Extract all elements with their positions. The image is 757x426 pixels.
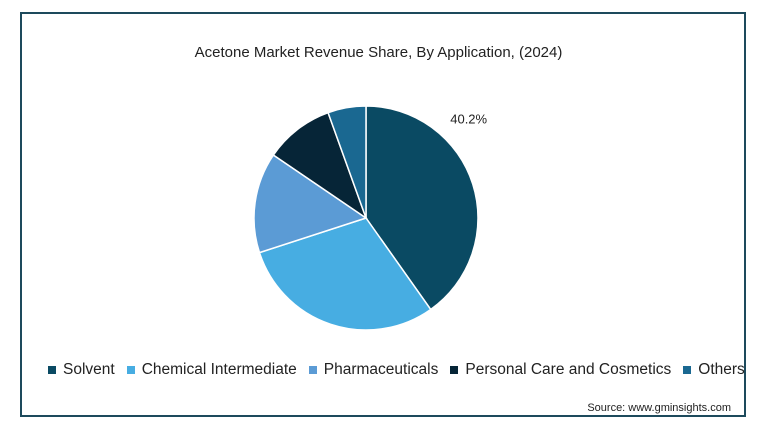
legend-swatch xyxy=(126,366,135,374)
legend-label: Personal Care and Cosmetics xyxy=(465,361,672,378)
legend-label: Others xyxy=(698,361,745,378)
legend-item: Pharmaceuticals xyxy=(308,361,439,379)
data-label: 40.2% xyxy=(450,111,487,126)
pie-slice-pharmaceuticals xyxy=(253,154,368,254)
legend-swatch xyxy=(450,366,459,374)
pie-slice-chemical-intermediate xyxy=(258,217,432,331)
legend-item: Others xyxy=(683,361,745,379)
legend-item: Solvent xyxy=(48,361,115,379)
chart-title: Acetone Market Revenue Share, By Applica… xyxy=(194,44,563,61)
pie-slice-solvent xyxy=(365,105,479,311)
chart-legend: Solvent Chemical Intermediate Pharmaceutic… xyxy=(48,361,745,379)
source-note: Source: www.gminsights.com xyxy=(587,402,731,414)
legend-swatch xyxy=(308,366,317,374)
legend-item: Personal Care and Cosmetics xyxy=(450,361,671,379)
legend-label: Solvent xyxy=(63,361,115,378)
legend-swatch xyxy=(683,366,692,374)
legend-item: Chemical Intermediate xyxy=(126,361,297,379)
pie-slice-others xyxy=(327,105,367,219)
legend-label: Pharmaceuticals xyxy=(323,361,439,378)
legend-swatch xyxy=(48,366,56,374)
legend-label: Chemical Intermediate xyxy=(141,361,297,378)
